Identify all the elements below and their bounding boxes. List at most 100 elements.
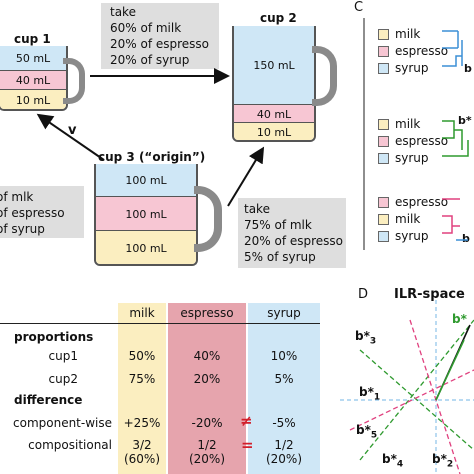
ilr-label-b4-text: b* <box>382 452 397 466</box>
c-g1-label-1: milk <box>395 27 421 41</box>
ilr-label-b3: b*3 <box>355 329 376 346</box>
ilr-label-b1: b*1 <box>359 385 380 402</box>
box-top-line-3: 20% of espresso <box>110 37 210 51</box>
box-left-line-1: of mlk <box>0 190 34 204</box>
ilr-label-b2: b*2 <box>432 452 453 469</box>
cell-cup2-milk: 75% <box>128 372 156 386</box>
ilr-label-b-green: b* <box>452 312 467 326</box>
cup2-syrup-layer: 150 mL <box>234 26 314 104</box>
row-label-compositional: compositional <box>28 438 112 452</box>
col-bg-milk <box>118 303 166 474</box>
c-g2-item-3: syrup <box>378 151 429 165</box>
c-g2-label-2: espresso <box>395 134 449 148</box>
c-g2-label-3: syrup <box>395 151 429 165</box>
c-g2-label-1: milk <box>395 117 421 131</box>
ilr-label-b5-text: b* <box>356 423 371 437</box>
c-g1-bracket-label: b <box>464 62 472 75</box>
cell-comp-syrup: 1/2 (20%) <box>265 438 303 466</box>
table-header-rule <box>0 323 320 324</box>
c-g2-bracket-label: b* <box>458 114 472 127</box>
panel-d-letter: D <box>358 287 369 302</box>
cell-comp-milk: 3/2 (60%) <box>123 438 161 466</box>
cell-cw-milk: +25% <box>123 416 161 430</box>
swatch-espresso <box>378 135 389 147</box>
col-header-espresso: espresso <box>180 306 234 320</box>
c-g1-item-3: syrup <box>378 61 429 75</box>
panel-c-letter: C <box>354 0 364 15</box>
cup1-syrup-layer: 50 mL <box>0 46 66 70</box>
cup3: 100 mL 100 mL 100 mL <box>94 164 198 266</box>
panel-d-title: ILR-space <box>394 287 465 302</box>
cup3-handle <box>194 186 222 252</box>
cell-cw-espresso: -20% <box>191 416 223 430</box>
col-bg-espresso <box>168 303 246 474</box>
cell-cup2-espresso: 20% <box>193 372 221 386</box>
c-g3-label-3: syrup <box>395 229 429 243</box>
cell-cup1-espresso: 40% <box>193 349 221 363</box>
box-left-line-3: of syrup <box>0 222 45 236</box>
col-header-syrup: syrup <box>267 306 301 320</box>
ilr-label-b2-text: b* <box>432 452 447 466</box>
neq-symbol: ≠ <box>240 412 253 430</box>
ilr-label-b3-sub: 3 <box>369 336 377 347</box>
ilr-label-b5-sub: 5 <box>370 430 378 441</box>
eq-symbol: = <box>241 436 254 454</box>
swatch-syrup <box>378 62 389 74</box>
ilr-label-b4: b*4 <box>382 452 403 469</box>
row-label-component-wise: component-wise <box>13 416 112 430</box>
box-left-line-2: of espresso <box>0 206 65 220</box>
cup1-espresso-layer: 40 mL <box>0 70 66 90</box>
ilr-label-b4-sub: 4 <box>396 459 404 470</box>
c-g2-item-2: espresso <box>378 134 448 148</box>
cell-cw-syrup: -5% <box>272 416 296 430</box>
box-right-line-4: 5% of syrup <box>244 250 316 264</box>
ilr-label-b1-text: b* <box>359 385 374 399</box>
cell-cup1-milk: 50% <box>128 349 156 363</box>
cup1-milk-layer: 10 mL <box>0 89 66 109</box>
instruction-box-right: take 75% of mlk 20% of espresso 5% of sy… <box>238 198 346 268</box>
c-g3-item-1: espresso <box>378 195 448 209</box>
panel-c-brackets <box>363 18 469 250</box>
instruction-box-left: of mlk of espresso of syrup <box>0 186 84 238</box>
c-g1-item-1: milk <box>378 27 420 41</box>
box-right-line-2: 75% of mlk <box>244 218 312 232</box>
cup1: 50 mL 40 mL 10 mL <box>0 46 68 111</box>
swatch-milk <box>378 28 389 40</box>
ilr-label-b5: b*5 <box>356 423 377 440</box>
row-label-cup1: cup1 <box>48 349 78 363</box>
section-difference: difference <box>14 393 83 407</box>
swatch-espresso <box>378 196 389 208</box>
instruction-box-top: take 60% of milk 20% of espresso 20% of … <box>101 3 219 69</box>
box-top-line-1: take <box>110 5 136 19</box>
ilr-label-b3-text: b* <box>355 329 370 343</box>
c-g1-item-2: espresso <box>378 44 448 58</box>
box-right-line-1: take <box>244 202 270 216</box>
c-g3-item-2: milk <box>378 212 420 226</box>
swatch-syrup <box>378 230 389 242</box>
c-g3-item-3: syrup <box>378 229 429 243</box>
cup3-title: cup 3 (“origin”) <box>98 150 206 164</box>
swatch-espresso <box>378 45 389 57</box>
c-g3-label-2: milk <box>395 212 421 226</box>
arrow-cup3-to-cup1 <box>36 113 105 161</box>
section-proportions: proportions <box>14 330 94 344</box>
ilr-label-b1-sub: 1 <box>373 392 381 403</box>
cell-cup1-syrup: 10% <box>270 349 298 363</box>
cup2: 150 mL 40 mL 10 mL <box>232 26 316 142</box>
cup3-milk-layer: 100 mL <box>96 230 196 264</box>
col-header-milk: milk <box>129 306 155 320</box>
swatch-syrup <box>378 152 389 164</box>
ilr-label-b2-sub: 2 <box>446 459 454 470</box>
cup1-handle <box>63 58 85 104</box>
box-right-line-3: 20% of espresso <box>244 234 344 248</box>
cup3-espresso-layer: 100 mL <box>96 196 196 231</box>
cup2-handle <box>312 46 337 106</box>
swatch-milk <box>378 213 389 225</box>
cup2-milk-layer: 10 mL <box>234 122 314 140</box>
c-g1-label-3: syrup <box>395 61 429 75</box>
box-top-line-2: 60% of milk <box>110 21 182 35</box>
cell-cup2-syrup: 5% <box>274 372 294 386</box>
cup2-title: cup 2 <box>260 11 297 25</box>
ilr-plot <box>340 300 474 474</box>
c-g3-bracket-label: b <box>462 232 470 245</box>
